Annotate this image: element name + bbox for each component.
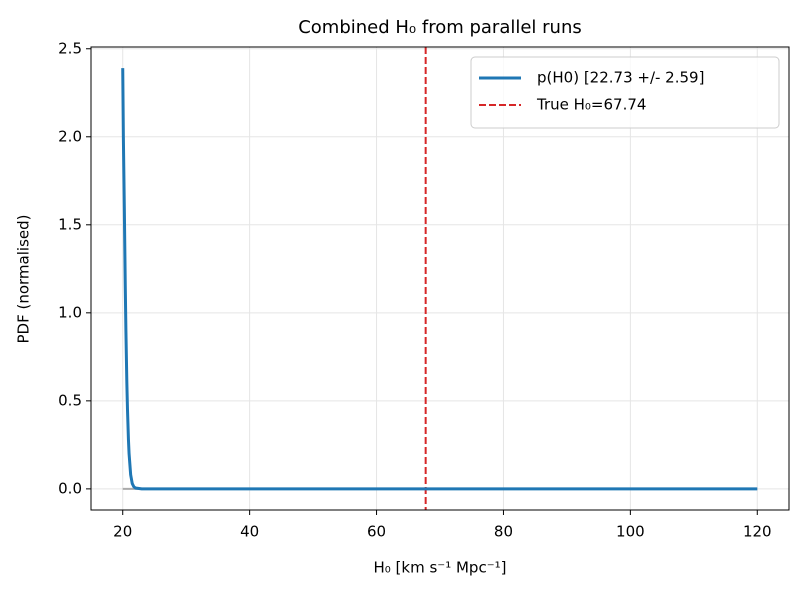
x-tick-label: 80 <box>494 523 513 541</box>
y-axis-label: PDF (normalised) <box>15 215 33 344</box>
chart-title: Combined H₀ from parallel runs <box>298 17 582 38</box>
y-tick-label: 0.0 <box>58 479 82 497</box>
y-tick-label: 2.0 <box>58 127 82 145</box>
y-tick-label: 1.5 <box>58 215 82 233</box>
axes-frame <box>90 46 790 511</box>
x-tick-label: 20 <box>113 523 132 541</box>
x-tick-label: 40 <box>240 523 259 541</box>
y-tick-label: 2.5 <box>58 39 82 57</box>
legend-label: True H₀=67.74 <box>536 96 646 114</box>
x-axis-label: H₀ [km s⁻¹ Mpc⁻¹] <box>374 559 507 577</box>
x-tick-label: 100 <box>616 523 645 541</box>
x-tick-label: 120 <box>743 523 772 541</box>
legend-box <box>470 56 780 129</box>
legend-label: p(H0) [22.73 +/- 2.59] <box>537 69 704 87</box>
data-line <box>121 68 758 491</box>
y-tick-label: 0.5 <box>58 391 82 409</box>
x-tick-label: 60 <box>367 523 386 541</box>
y-tick-label: 1.0 <box>58 303 82 321</box>
